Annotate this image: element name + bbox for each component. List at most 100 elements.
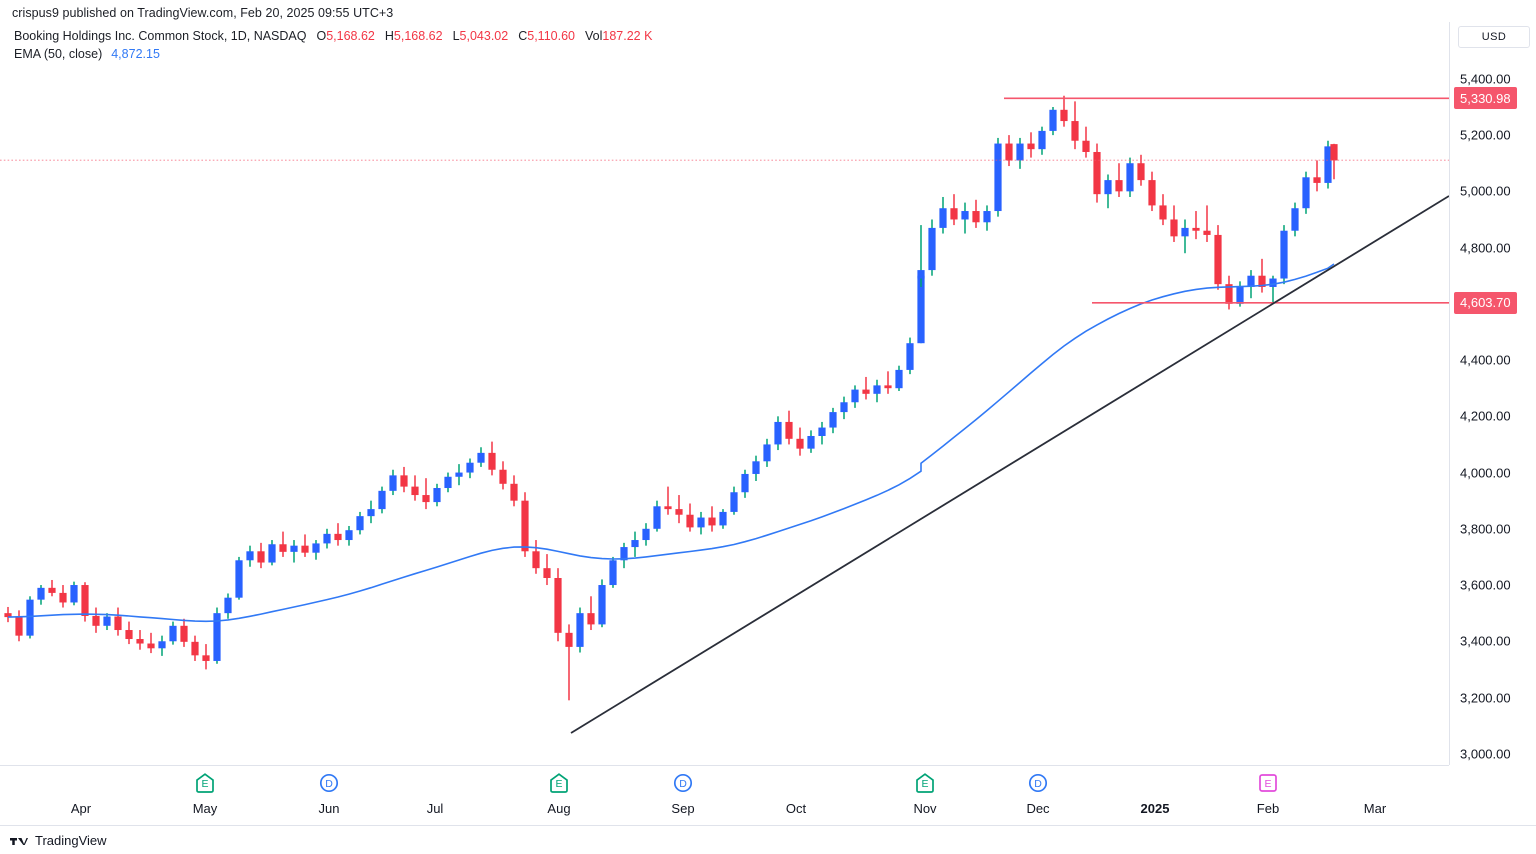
- event-marker-label: D: [1034, 778, 1042, 790]
- candle-body: [1236, 286, 1244, 304]
- month-tick-jun: Jun: [318, 801, 340, 816]
- event-marker-label: D: [325, 778, 333, 790]
- candle-body: [884, 385, 892, 389]
- symbol-legend-row[interactable]: Booking Holdings Inc. Common Stock, 1D, …: [14, 29, 652, 43]
- candle-body: [719, 511, 727, 526]
- candle-body: [15, 617, 23, 636]
- candle-body: [664, 506, 672, 510]
- candle-body: [1126, 163, 1134, 192]
- price-highlight-label[interactable]: 5,330.98: [1454, 87, 1517, 110]
- candle-body: [840, 402, 848, 413]
- earnings-marker-icon[interactable]: E: [914, 771, 936, 795]
- ema-50-line: [7, 263, 1335, 623]
- candle-body: [191, 641, 199, 656]
- candle-body: [499, 469, 507, 484]
- candle-body: [356, 516, 364, 531]
- currency-badge[interactable]: USD: [1458, 26, 1530, 48]
- earnings-marker-icon[interactable]: E: [1257, 771, 1279, 795]
- candle-body: [1093, 151, 1101, 195]
- candle-body: [37, 587, 45, 600]
- time-axis[interactable]: Apr May Jun Jul Aug Sep Oct Nov Dec 2025 Feb Mar E D…: [0, 765, 1449, 825]
- candle-body: [939, 208, 947, 228]
- ohlc-high: H5,168.62: [384, 29, 443, 43]
- candle-body: [279, 544, 287, 552]
- candle-body: [158, 641, 166, 649]
- candle-body: [257, 551, 265, 563]
- candle-body: [345, 530, 353, 541]
- candle-body: [125, 630, 133, 640]
- candle-body: [224, 597, 232, 614]
- candle-body: [213, 613, 221, 661]
- candle-body: [686, 514, 694, 528]
- candle-body: [1082, 140, 1090, 152]
- candle-body: [1027, 143, 1035, 150]
- candle-body: [389, 475, 397, 491]
- candle-body: [1280, 230, 1288, 279]
- candle-body: [147, 643, 155, 649]
- candle-body: [774, 421, 782, 445]
- candle-body: [323, 533, 331, 544]
- event-marker-label: E: [201, 778, 208, 790]
- ohlc-close: C5,110.60: [518, 29, 575, 43]
- candle-body: [928, 227, 936, 271]
- candle-body: [169, 625, 177, 642]
- candle-body: [4, 613, 12, 618]
- candle-body: [1005, 143, 1013, 161]
- candle-body: [400, 475, 408, 487]
- candle-body: [972, 211, 980, 223]
- candle-body: [994, 143, 1002, 212]
- dividend-marker-icon[interactable]: D: [672, 771, 694, 795]
- candle-body: [1258, 275, 1266, 287]
- candle-body: [180, 625, 188, 642]
- candle-body: [917, 275, 925, 344]
- candle-body: [301, 545, 309, 553]
- candle-body: [983, 211, 991, 223]
- candle-body: [455, 472, 463, 477]
- candle-body: [268, 544, 276, 563]
- month-tick-sep: Sep: [671, 801, 695, 816]
- candle-body: [1181, 227, 1189, 237]
- candle-body: [587, 613, 595, 625]
- earnings-marker-icon[interactable]: E: [194, 771, 216, 795]
- month-tick-mar: Mar: [1363, 801, 1387, 816]
- candle-body: [70, 585, 78, 603]
- event-marker-label: E: [921, 778, 928, 790]
- month-tick-nov: Nov: [913, 801, 937, 816]
- indicator-legend-row[interactable]: EMA (50, close) 4,872.15: [14, 47, 652, 61]
- tradingview-logo-icon: [10, 837, 28, 845]
- price-tick: 3,800.00: [1460, 521, 1511, 537]
- candle-body: [917, 270, 925, 279]
- dividend-marker-icon[interactable]: D: [1027, 771, 1049, 795]
- price-tick: 5,000.00: [1460, 183, 1511, 199]
- candle-body: [598, 585, 606, 625]
- candle-body: [543, 568, 551, 579]
- price-axis[interactable]: USD 5,400.00 5,200.00 5,000.00 4,800.00 4,60…: [1449, 22, 1536, 765]
- month-tick-jul: Jul: [426, 801, 444, 816]
- candle-body: [829, 412, 837, 428]
- candle-body: [1203, 230, 1211, 235]
- candle-body: [1137, 163, 1145, 181]
- month-tick-oct: Oct: [785, 801, 807, 816]
- dividend-marker-icon[interactable]: D: [318, 771, 340, 795]
- price-highlight-label[interactable]: 4,603.70: [1454, 291, 1517, 314]
- price-tick: 4,200.00: [1460, 408, 1511, 424]
- candle-body: [235, 560, 243, 598]
- candle-body: [895, 369, 903, 389]
- price-tick: 3,400.00: [1460, 633, 1511, 649]
- candle-body: [466, 462, 474, 473]
- candle-body: [378, 490, 386, 510]
- candle-series: [4, 95, 1338, 701]
- uptrend-trendline[interactable]: [570, 195, 1449, 734]
- earnings-marker-icon[interactable]: E: [548, 771, 570, 795]
- month-tick-2025: 2025: [1140, 801, 1170, 816]
- indicator-name: EMA (50, close): [14, 47, 103, 61]
- candle-body: [433, 488, 441, 503]
- symbol-title: Booking Holdings Inc. Common Stock, 1D, …: [14, 29, 307, 43]
- chart-plot-area[interactable]: [0, 62, 1449, 765]
- candle-body: [752, 461, 760, 474]
- event-marker-label: E: [1264, 778, 1271, 790]
- candle-body: [202, 655, 210, 661]
- candle-body: [521, 500, 529, 552]
- candle-body: [1038, 130, 1046, 150]
- candle-body: [92, 615, 100, 626]
